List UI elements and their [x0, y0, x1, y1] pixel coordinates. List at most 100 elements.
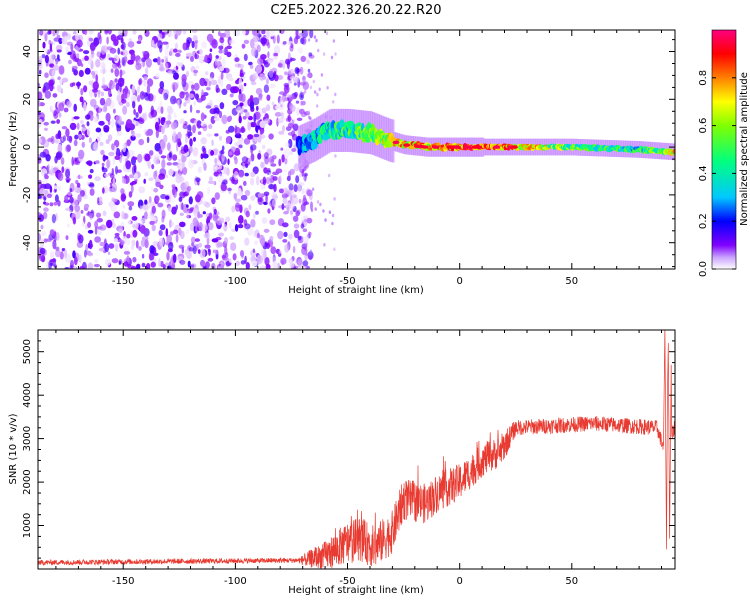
noise-speckle	[247, 121, 251, 131]
noise-speckle	[224, 245, 228, 256]
noise-speckle	[215, 55, 219, 59]
signal-core	[421, 145, 429, 149]
noise-speckle	[192, 124, 196, 134]
noise-speckle	[95, 160, 100, 164]
noise-speckle	[234, 157, 238, 165]
noise-speckle	[217, 173, 224, 183]
noise-speckle	[307, 68, 311, 73]
noise-speckle	[44, 174, 49, 180]
noise-speckle	[195, 93, 199, 100]
noise-speckle	[192, 245, 197, 255]
noise-speckle	[179, 212, 184, 216]
noise-speckle	[181, 202, 184, 211]
noise-speckle	[209, 71, 215, 79]
noise-speckle	[225, 216, 231, 222]
noise-speckle	[317, 48, 320, 53]
noise-speckle	[138, 138, 145, 146]
noise-speckle	[260, 237, 266, 247]
noise-speckle	[197, 131, 202, 136]
noise-speckle	[189, 104, 193, 113]
noise-speckle	[87, 229, 94, 234]
noise-speckle	[131, 245, 135, 250]
noise-speckle	[140, 224, 146, 234]
noise-speckle	[172, 130, 177, 137]
noise-speckle	[201, 224, 208, 233]
noise-speckle	[302, 236, 310, 243]
noise-speckle	[266, 94, 271, 101]
noise-speckle	[192, 147, 199, 157]
noise-speckle	[288, 233, 293, 240]
noise-speckle	[218, 110, 223, 119]
noise-speckle	[199, 248, 206, 259]
noise-speckle	[203, 232, 211, 239]
noise-speckle	[147, 93, 154, 102]
noise-speckle	[306, 30, 309, 34]
noise-speckle	[259, 120, 266, 128]
noise-speckle	[304, 89, 307, 94]
noise-speckle	[332, 39, 336, 43]
noise-speckle	[250, 81, 257, 86]
noise-speckle	[221, 145, 225, 151]
noise-speckle	[159, 100, 163, 108]
noise-speckle	[195, 65, 200, 70]
noise-speckle	[133, 108, 136, 115]
noise-speckle	[179, 176, 185, 182]
noise-speckle	[253, 212, 256, 220]
noise-speckle	[94, 39, 98, 48]
noise-speckle	[206, 133, 213, 137]
noise-speckle	[76, 58, 82, 67]
noise-speckle	[293, 223, 300, 229]
noise-speckle	[232, 100, 239, 106]
x-tick-label: 0	[457, 576, 463, 587]
noise-speckle	[137, 95, 141, 103]
noise-speckle	[299, 173, 302, 178]
noise-speckle	[56, 34, 61, 39]
noise-speckle	[178, 227, 182, 236]
noise-speckle	[85, 114, 91, 120]
noise-speckle	[100, 91, 105, 97]
noise-speckle	[309, 116, 312, 121]
snr-x-label: Height of straight line (km)	[288, 585, 424, 596]
noise-speckle	[52, 30, 56, 37]
noise-speckle	[296, 185, 302, 193]
noise-speckle	[88, 30, 94, 35]
noise-speckle	[252, 248, 256, 253]
noise-speckle	[139, 91, 145, 100]
noise-speckle	[76, 182, 81, 188]
noise-speckle	[108, 201, 115, 208]
noise-speckle	[100, 45, 106, 55]
noise-speckle	[248, 204, 252, 211]
noise-speckle	[44, 72, 49, 78]
noise-speckle	[301, 188, 305, 195]
noise-speckle	[241, 252, 244, 259]
noise-speckle	[240, 93, 246, 103]
noise-speckle	[216, 242, 224, 248]
snr-series-line	[38, 330, 675, 569]
noise-speckle	[206, 33, 214, 43]
noise-speckle	[307, 38, 311, 42]
noise-speckle	[144, 67, 149, 75]
y-tick-label: 3000	[22, 426, 33, 451]
noise-speckle	[316, 104, 319, 108]
noise-speckle	[300, 223, 305, 229]
noise-speckle	[183, 102, 187, 107]
noise-speckle	[87, 252, 94, 257]
noise-speckle	[173, 112, 177, 119]
noise-speckle	[187, 131, 193, 137]
noise-speckle	[211, 197, 216, 205]
noise-speckle	[153, 187, 159, 193]
noise-speckle	[160, 140, 167, 149]
noise-speckle	[168, 152, 172, 158]
noise-speckle	[171, 122, 177, 130]
noise-speckle	[263, 84, 269, 93]
noise-speckle	[117, 47, 120, 55]
noise-speckle	[220, 184, 228, 192]
noise-speckle	[293, 229, 300, 239]
noise-speckle	[334, 52, 337, 56]
noise-speckle	[89, 113, 94, 121]
noise-speckle	[256, 44, 261, 53]
y-tick-label: 4000	[22, 382, 33, 407]
colorbar-tick-label: 0.8	[698, 70, 709, 86]
noise-speckle	[220, 262, 223, 269]
